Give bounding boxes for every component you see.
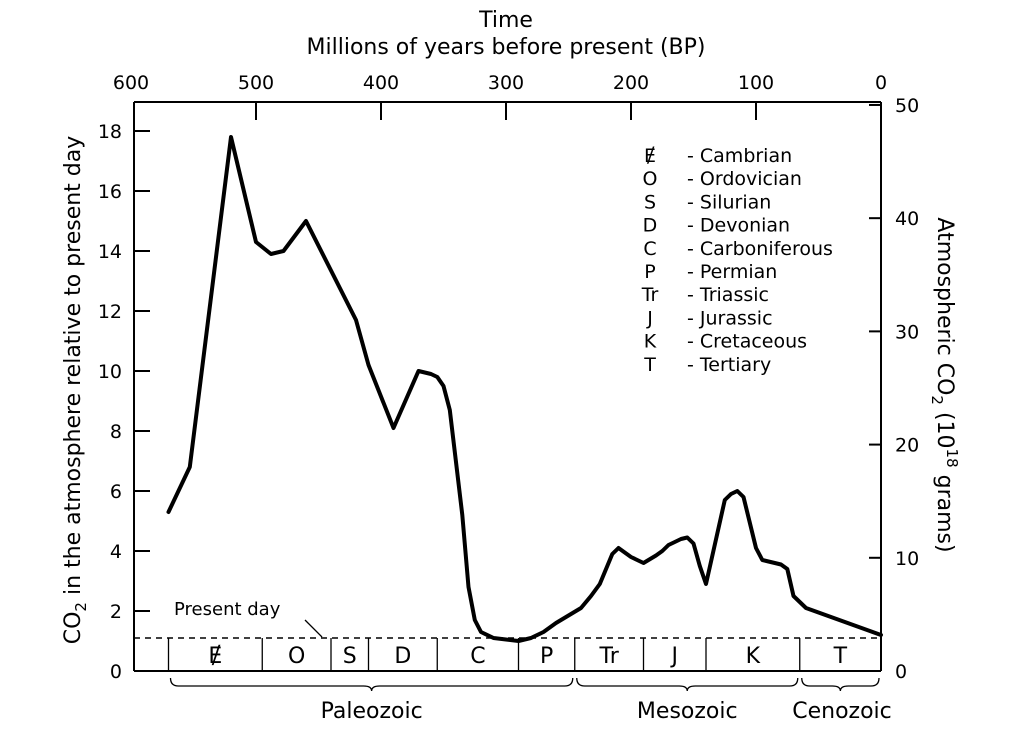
- y-left-tick-label: 6: [110, 481, 122, 503]
- era-brace: [169, 677, 574, 692]
- y-right-tick-label: 40: [895, 208, 919, 230]
- chart-title: Time: [478, 8, 533, 33]
- x-tick-label: 400: [363, 72, 399, 94]
- legend-symbol: P: [644, 261, 655, 283]
- right-axis-title-prefix: Atmospheric CO: [932, 217, 957, 395]
- y-left-tick-label: 18: [98, 121, 122, 143]
- legend-entry: - Triassic: [687, 284, 769, 306]
- legend-entry: - Ordovician: [687, 168, 802, 190]
- period-label: O: [288, 644, 305, 669]
- y-right-tick-label: 30: [895, 321, 919, 343]
- era-label: Cenozoic: [792, 699, 892, 724]
- era-label: Paleozoic: [321, 699, 423, 724]
- period-label: S: [343, 644, 357, 669]
- y-right-tick-label: 0: [895, 661, 907, 683]
- x-tick-label: 100: [738, 72, 774, 94]
- legend-entry: - Tertiary: [687, 354, 771, 376]
- y-right-tick-label: 50: [895, 95, 919, 117]
- legend-entry: - Jurassic: [687, 307, 773, 329]
- co2-series-line: [166, 135, 883, 643]
- legend-entry: - Devonian: [687, 215, 790, 237]
- legend-entry: - Permian: [687, 261, 777, 283]
- right-axis-title-suffix: grams): [932, 468, 957, 553]
- right-axis-title-sup: 18: [943, 449, 961, 468]
- legend-symbol: D: [643, 215, 658, 237]
- legend-symbol: O: [643, 168, 658, 190]
- left-axis-title-co: CO: [61, 612, 86, 645]
- legend-entry: - Silurian: [687, 191, 771, 213]
- legend-symbol: J: [646, 307, 653, 329]
- left-axis-title-rest: in the atmosphere relative to present da…: [61, 136, 86, 602]
- legend-symbol: Ɇ: [644, 145, 656, 167]
- legend-entry: - Carboniferous: [687, 238, 833, 260]
- era-label: Mesozoic: [637, 699, 738, 724]
- left-axis-title-sub: 2: [72, 602, 90, 612]
- legend-symbol: S: [644, 191, 656, 213]
- left-axis-title: CO2 in the atmosphere relative to presen…: [61, 136, 90, 645]
- era-brace: [576, 677, 799, 692]
- y-right-tick-label: 20: [895, 435, 919, 457]
- present-day-pointer: [304, 619, 323, 638]
- x-tick-label: 0: [875, 72, 887, 94]
- period-label: D: [394, 644, 411, 669]
- y-left-tick-label: 0: [110, 661, 122, 683]
- legend-symbol: T: [643, 354, 656, 376]
- period-label: T: [833, 644, 848, 669]
- legend-entry: - Cambrian: [687, 145, 792, 167]
- chart-subtitle: Millions of years before present (BP): [307, 35, 706, 60]
- right-axis-title-mid: (10: [932, 405, 957, 449]
- legend-entry: - Cretaceous: [687, 331, 807, 353]
- right-axis-title-sub: 2: [928, 395, 946, 405]
- period-label: C: [470, 644, 485, 669]
- x-tick-label: 600: [113, 72, 149, 94]
- y-left-tick-label: 10: [98, 361, 122, 383]
- period-label: J: [670, 644, 679, 669]
- legend-symbol: C: [643, 238, 656, 260]
- x-tick-label: 500: [238, 72, 274, 94]
- y-right-tick-label: 10: [895, 548, 919, 570]
- era-brace: [801, 677, 880, 692]
- legend-symbol: K: [644, 331, 657, 353]
- y-left-tick-label: 16: [98, 181, 122, 203]
- period-label: P: [540, 644, 553, 669]
- present-day-label: Present day: [174, 599, 281, 620]
- y-left-tick-label: 14: [98, 241, 122, 263]
- y-left-tick-label: 8: [110, 421, 122, 443]
- period-label: K: [746, 644, 761, 669]
- x-tick-label: 200: [613, 72, 649, 94]
- x-tick-label: 300: [488, 72, 524, 94]
- legend-symbol: Tr: [641, 284, 659, 306]
- period-label: Tr: [599, 644, 620, 669]
- period-label: Ɇ: [208, 644, 222, 669]
- y-left-tick-label: 12: [98, 301, 122, 323]
- right-axis-title: Atmospheric CO2 (1018 grams): [928, 217, 961, 552]
- plot-area: 600 500 400 300 200 100 0 0 2 4 6 8 10 12 14 16 18 0 10 20 3…: [98, 72, 919, 724]
- y-left-tick-label: 4: [110, 541, 122, 563]
- y-left-tick-label: 2: [110, 601, 122, 623]
